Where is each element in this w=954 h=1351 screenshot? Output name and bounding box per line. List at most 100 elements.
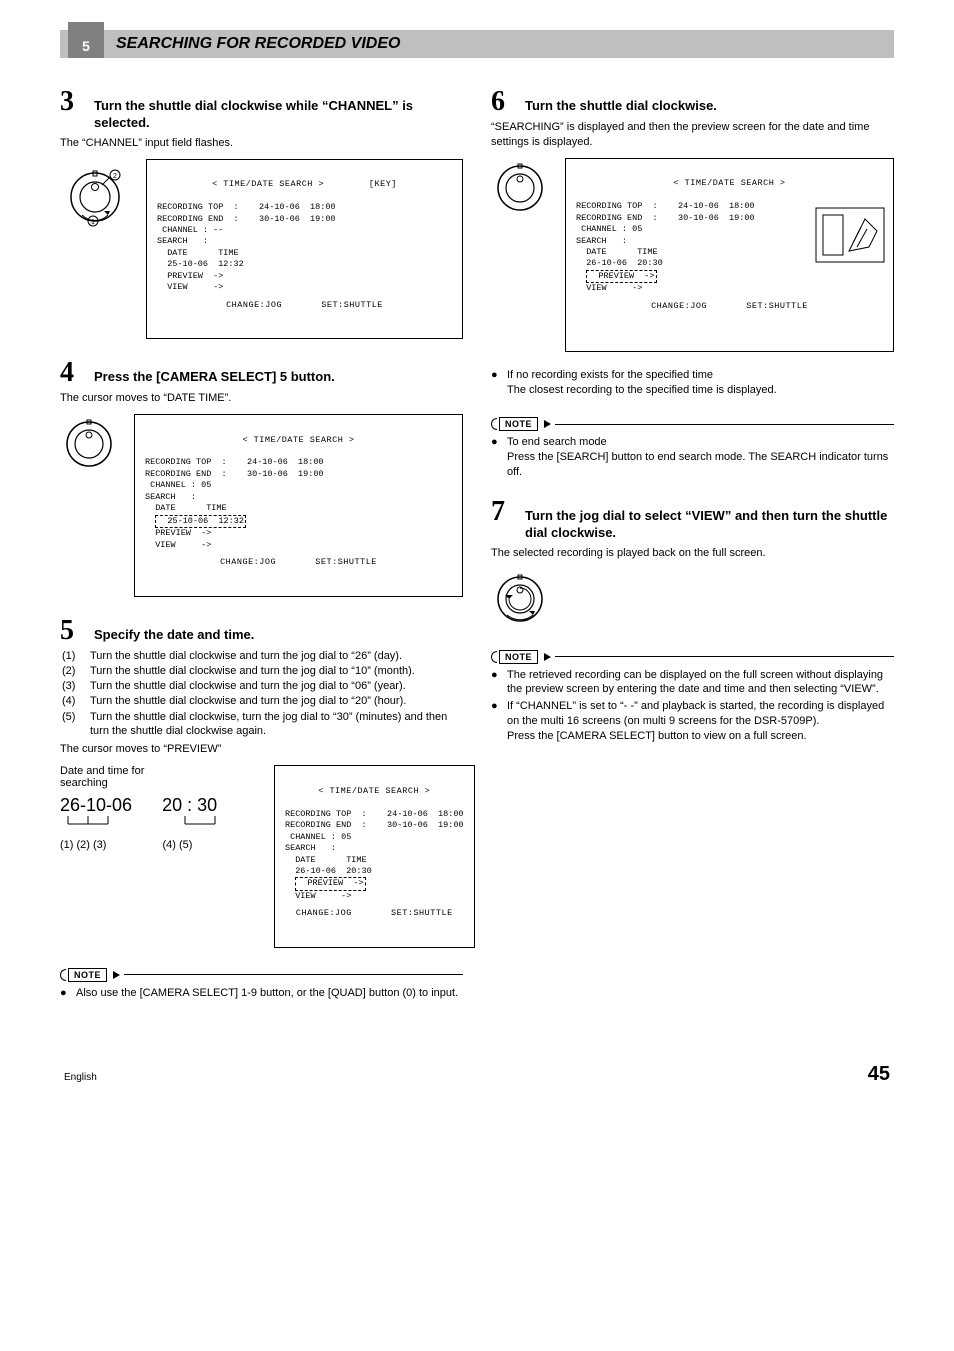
shuttle-dial-icon (491, 158, 549, 216)
note-header: NOTE (491, 650, 894, 664)
osd-screen-step3: < TIME/DATE SEARCH > [KEY] RECORDING TOP… (146, 159, 463, 340)
osd-line: DATE TIME (576, 247, 658, 257)
substep: (3)Turn the shuttle dial clockwise and t… (62, 679, 463, 693)
step-number: 7 (491, 498, 511, 526)
osd-line: DATE TIME (145, 503, 227, 513)
step-title: Press the [CAMERA SELECT] 5 button. (94, 369, 335, 386)
step-number: 4 (60, 359, 80, 387)
shuttle-dial-icon (60, 414, 118, 472)
step-description: The cursor moves to “DATE TIME”. (60, 391, 463, 406)
osd-line: RECORDING END : 30-10-06 19:00 (576, 213, 755, 223)
note-arrow-icon (544, 420, 551, 428)
chapter-header: 5 SEARCHING FOR RECORDED VIDEO (60, 30, 894, 58)
note-bullet: ●Also use the [CAMERA SELECT] 1-9 button… (60, 986, 463, 1001)
osd-screen-step5: < TIME/DATE SEARCH > RECORDING TOP : 24-… (274, 765, 475, 948)
note-label: NOTE (499, 650, 538, 664)
chapter-number-tab: 5 (68, 22, 104, 58)
step-title: Turn the jog dial to select “VIEW” and t… (525, 508, 894, 542)
osd-footer: CHANGE:JOG SET:SHUTTLE (285, 908, 464, 919)
footer-language: English (64, 1072, 97, 1083)
svg-text:1: 1 (91, 219, 95, 226)
dt-idx-left: (1) (2) (3) (60, 839, 106, 851)
osd-footer: CHANGE:JOG SET:SHUTTLE (576, 301, 883, 312)
osd-title: < TIME/DATE SEARCH > (285, 786, 464, 797)
step-number: 3 (60, 88, 80, 116)
right-column: 6 Turn the shuttle dial clockwise. “SEAR… (491, 88, 894, 1003)
osd-line: VIEW -> (576, 283, 642, 293)
note-header: NOTE (60, 968, 463, 982)
chapter-title: SEARCHING FOR RECORDED VIDEO (116, 35, 400, 53)
note-label: NOTE (68, 968, 107, 982)
osd-line: PREVIEW -> (157, 271, 223, 281)
osd-footer: CHANGE:JOG SET:SHUTTLE (157, 300, 452, 311)
osd-title: < TIME/DATE SEARCH > (576, 178, 883, 189)
osd-line: RECORDING END : 30-10-06 19:00 (145, 469, 324, 479)
dt-date: 26-10-06 (60, 795, 132, 816)
osd-line: RECORDING END : 30-10-06 19:00 (285, 820, 464, 830)
substep: (5)Turn the shuttle dial clockwise, turn… (62, 710, 463, 739)
osd-line: DATE TIME (157, 248, 239, 258)
step-number: 6 (491, 88, 511, 116)
dt-idx-right: (4) (5) (162, 839, 192, 851)
osd-line: RECORDING TOP : 24-10-06 18:00 (576, 201, 755, 211)
osd-line: RECORDING TOP : 24-10-06 18:00 (157, 202, 336, 212)
substep: (1)Turn the shuttle dial clockwise and t… (62, 649, 463, 663)
osd-line: RECORDING END : 30-10-06 19:00 (157, 214, 336, 224)
note-header: NOTE (491, 417, 894, 431)
page-number: 45 (868, 1063, 890, 1086)
step-title: Specify the date and time. (94, 627, 254, 644)
osd-title: < TIME/DATE SEARCH > (145, 435, 452, 446)
step-4: 4 Press the [CAMERA SELECT] 5 button. Th… (60, 359, 463, 596)
note-arrow-icon (113, 971, 120, 979)
osd-line: RECORDING TOP : 24-10-06 18:00 (145, 457, 324, 467)
osd-line: CHANNEL : 05 (576, 224, 642, 234)
preview-thumbnail-icon (815, 207, 885, 263)
osd-screen-step6: < TIME/DATE SEARCH > RECORDING TOP : 24-… (565, 158, 894, 352)
osd-line: DATE TIME (285, 855, 367, 865)
osd-line: SEARCH : (157, 236, 208, 246)
step-title: Turn the shuttle dial clockwise. (525, 98, 717, 115)
osd-line: 26-10-06 20:30 (285, 866, 372, 876)
substep: (2)Turn the shuttle dial clockwise and t… (62, 664, 463, 678)
osd-line: CHANNEL : -- (157, 225, 223, 235)
dt-ticks-icon (60, 816, 260, 834)
osd-line: SEARCH : (576, 236, 627, 246)
step-6: 6 Turn the shuttle dial clockwise. “SEAR… (491, 88, 894, 397)
osd-line: 26-10-06 20:30 (576, 258, 663, 268)
osd-line: 25-10-06 12:32 (157, 259, 244, 269)
osd-line: VIEW -> (285, 891, 351, 901)
left-column: 3 Turn the shuttle dial clockwise while … (60, 88, 463, 1003)
osd-title: < TIME/DATE SEARCH > [KEY] (157, 179, 452, 190)
step-description: The selected recording is played back on… (491, 546, 894, 561)
note-arrow-icon (544, 653, 551, 661)
note-bullet: ● If “CHANNEL” is set to “- -” and playb… (491, 699, 894, 744)
osd-footer: CHANGE:JOG SET:SHUTTLE (145, 557, 452, 568)
osd-line: PREVIEW -> (145, 528, 211, 538)
osd-screen-step4: < TIME/DATE SEARCH > RECORDING TOP : 24-… (134, 414, 463, 597)
svg-text:2: 2 (113, 173, 117, 180)
note-bullet: ●The retrieved recording can be displaye… (491, 668, 894, 698)
osd-line: VIEW -> (157, 282, 223, 292)
osd-highlighted: PREVIEW -> (586, 270, 656, 283)
step-after: The cursor moves to “PREVIEW” (60, 742, 463, 757)
page-footer: English 45 (60, 1063, 894, 1086)
dt-time: 20 : 30 (162, 795, 217, 816)
step-7: 7 Turn the jog dial to select “VIEW” and… (491, 498, 894, 630)
osd-line: SEARCH : (145, 492, 196, 502)
osd-highlighted: 25-10-06 12:32 (155, 515, 246, 528)
shuttle-dial-icon: 1 2 (60, 159, 130, 229)
osd-line: RECORDING TOP : 24-10-06 18:00 (285, 809, 464, 819)
osd-line: VIEW -> (145, 540, 211, 550)
step-3: 3 Turn the shuttle dial clockwise while … (60, 88, 463, 339)
osd-highlighted: PREVIEW -> (295, 877, 365, 890)
step-5: 5 Specify the date and time. (1)Turn the… (60, 617, 463, 948)
note-label: NOTE (499, 417, 538, 431)
note-bullet: ● To end search modePress the [SEARCH] b… (491, 435, 894, 480)
jog-shuttle-dial-icon (491, 569, 549, 627)
step-title: Turn the shuttle dial clockwise while “C… (94, 98, 463, 132)
step-description: The “CHANNEL” input field flashes. (60, 136, 463, 151)
dt-label: Date and time for searching (60, 765, 170, 789)
substep: (4)Turn the shuttle dial clockwise and t… (62, 694, 463, 708)
osd-line: CHANNEL : 05 (145, 480, 211, 490)
datetime-explainer: Date and time for searching 26-10-06 20 … (60, 765, 260, 851)
